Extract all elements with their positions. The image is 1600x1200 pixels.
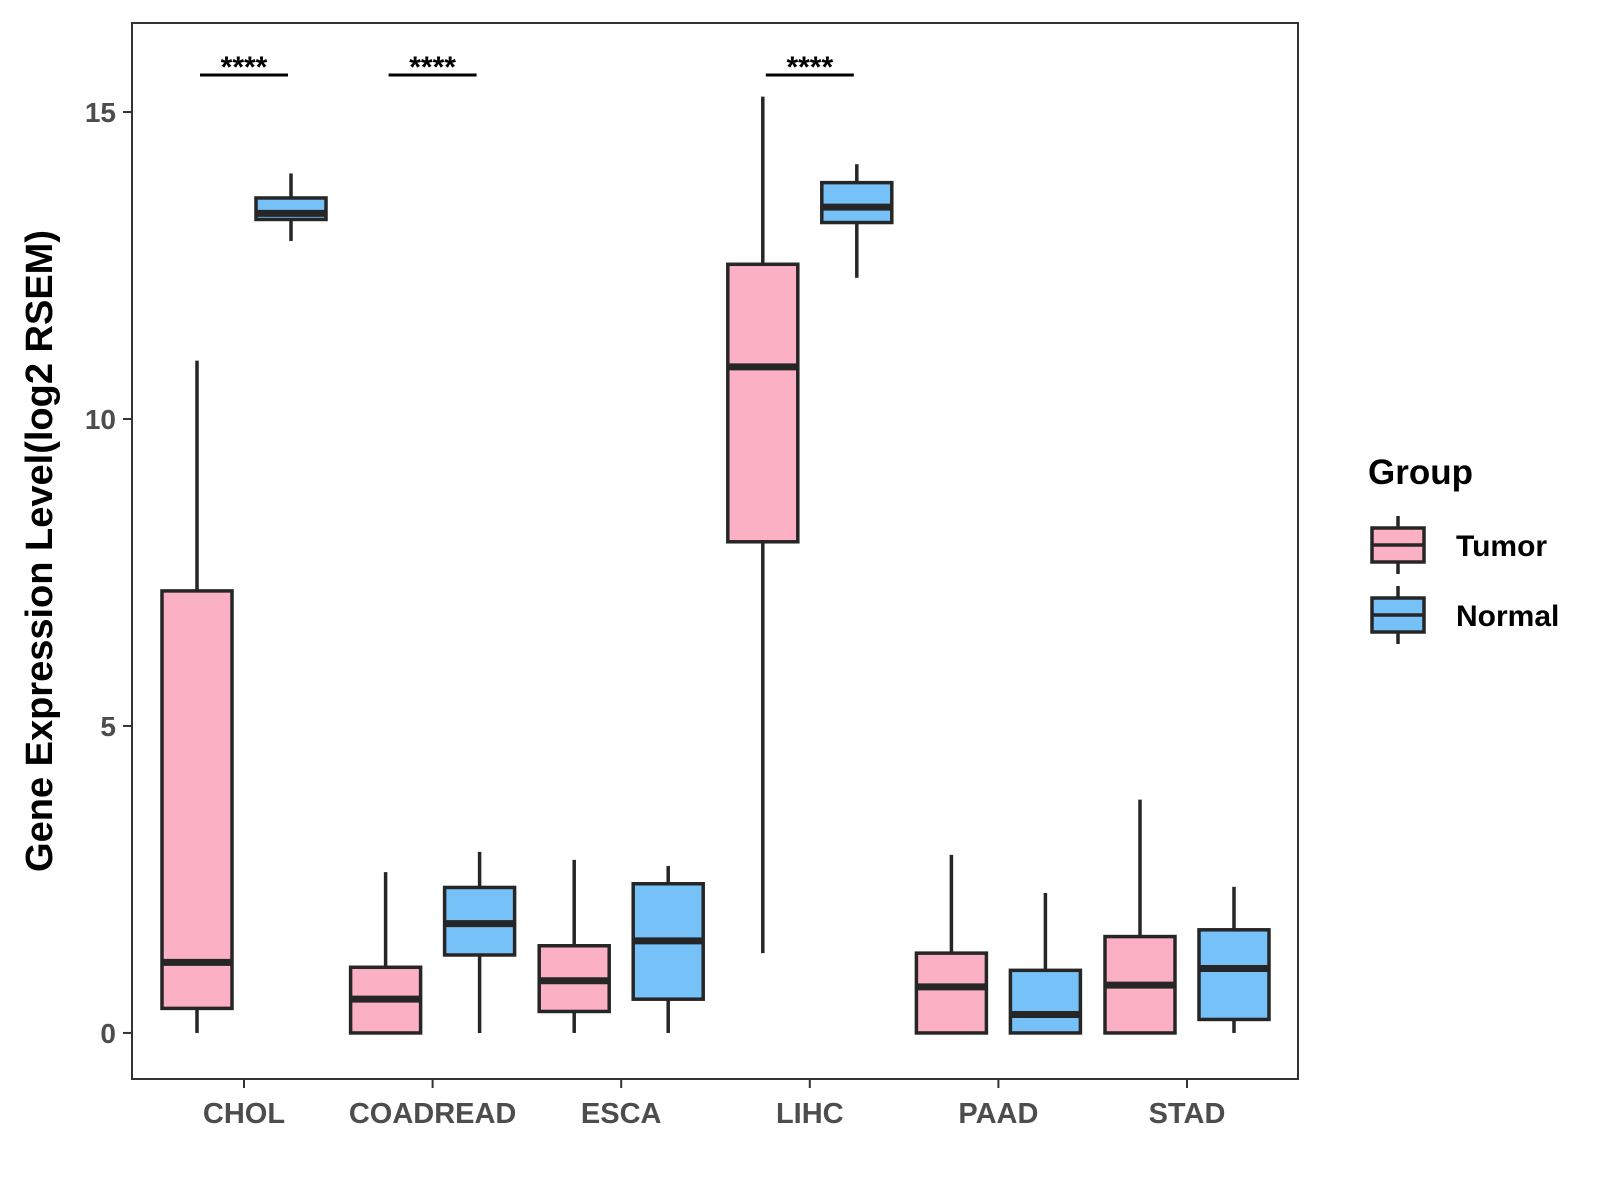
y-axis-title: Gene Expression Level(log2 RSEM)	[19, 230, 61, 872]
legend-key-tumor	[1370, 516, 1426, 574]
x-tick-label: CHOL	[203, 1098, 285, 1130]
box-iqr	[726, 262, 800, 544]
box-normal-coadread	[442, 851, 517, 1033]
box-tumor-lihc	[726, 96, 800, 954]
box-normal-chol	[254, 173, 328, 241]
box-iqr	[1008, 968, 1083, 1035]
box-tumor-chol	[160, 360, 234, 1033]
y-tick-label: 5	[100, 711, 116, 742]
significance-label: ****	[786, 51, 833, 84]
x-tick-label: COADREAD	[349, 1098, 517, 1130]
y-tick-label: 10	[85, 404, 116, 435]
box-iqr	[914, 951, 989, 1035]
box-normal-esca	[631, 865, 705, 1033]
legend-key-normal	[1370, 586, 1426, 644]
x-tick-label: ESCA	[581, 1098, 662, 1130]
x-tick-label: LIHC	[776, 1098, 844, 1130]
x-tick-label: STAD	[1149, 1098, 1226, 1130]
box-tumor-esca	[537, 859, 611, 1033]
legend-label-normal: Normal	[1456, 600, 1559, 633]
significance-label: ****	[409, 51, 456, 84]
box-normal-stad	[1197, 886, 1271, 1033]
y-tick-label: 15	[85, 97, 116, 128]
box-iqr	[1197, 928, 1271, 1022]
x-tick-label: PAAD	[958, 1098, 1038, 1130]
box-tumor-paad	[914, 854, 989, 1035]
box-normal-lihc	[820, 164, 894, 278]
box-iqr	[160, 589, 234, 1011]
box-iqr	[820, 180, 894, 225]
significance-label: ****	[221, 51, 268, 84]
box-tumor-coadread	[348, 872, 423, 1035]
legend-title: Group	[1368, 453, 1473, 492]
legend-label-tumor: Tumor	[1456, 530, 1547, 563]
plot-panel-border	[131, 22, 1299, 1080]
box-tumor-stad	[1103, 799, 1177, 1035]
box-normal-paad	[1008, 892, 1083, 1035]
y-tick-label: 0	[100, 1018, 116, 1049]
